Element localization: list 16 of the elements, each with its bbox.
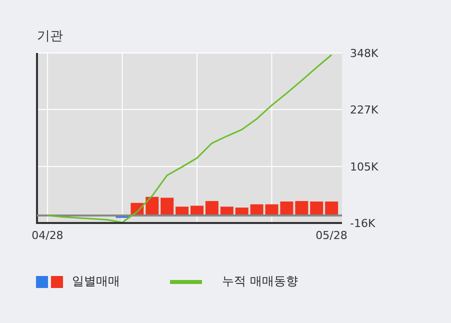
bar [295, 201, 308, 216]
line-series [46, 54, 332, 223]
y-tick-label: 227K [350, 103, 379, 116]
y-tick-label: -16K [350, 216, 376, 230]
bar [310, 202, 324, 216]
bar [325, 202, 338, 216]
chart-title: 기관 [37, 28, 63, 45]
x-tick-label: 04/28 [32, 228, 64, 242]
bar [160, 198, 174, 216]
y-tick-label: 348K [350, 46, 379, 60]
y-tick-label: 105K [350, 160, 379, 174]
legend-label: 누적 매매동향 [222, 273, 298, 290]
x-tick-label: 05/28 [316, 228, 348, 242]
bar [205, 201, 218, 216]
bar [190, 206, 204, 216]
legend-label: 일별매매 [72, 273, 120, 290]
